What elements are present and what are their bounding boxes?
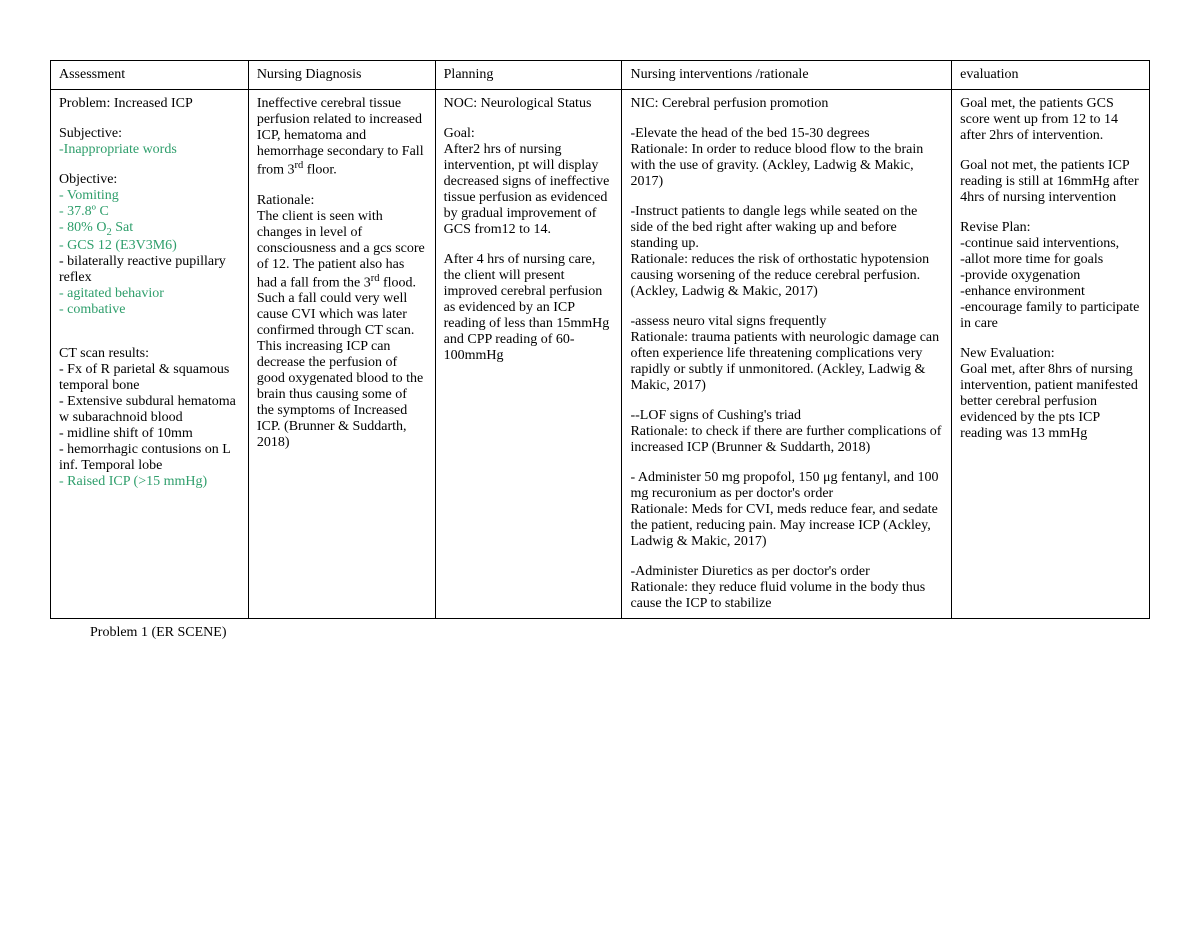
cell-assessment: Problem: Increased ICP Subjective: -Inap… (51, 90, 249, 619)
rat-suffix: flood. Such a fall could very well cause… (257, 275, 423, 450)
obj-o2-prefix: - 80% O (59, 220, 106, 235)
revise-label: Revise Plan: (960, 220, 1141, 236)
ct-2: - Extensive subdural hematoma w subarach… (59, 394, 240, 426)
cell-evaluation: Goal met, the patients GCS score went up… (952, 90, 1150, 619)
new-eval-body: Goal met, after 8hrs of nursing interven… (960, 362, 1141, 442)
table-header-row: Assessment Nursing Diagnosis Planning Nu… (51, 61, 1150, 90)
int-3: -assess neuro vital signs frequently (630, 314, 943, 330)
rat-5: Rationale: Meds for CVI, meds reduce fea… (630, 502, 943, 550)
rat-6: Rationale: they reduce fluid volume in t… (630, 580, 943, 612)
obj-vomiting: - Vomiting (59, 188, 240, 204)
ct-4: - hemorrhagic contusions on L inf. Tempo… (59, 442, 240, 474)
rp-4: -enhance environment (960, 284, 1141, 300)
eval-2: Goal not met, the patients ICP reading i… (960, 158, 1141, 206)
col-header-diagnosis: Nursing Diagnosis (248, 61, 435, 90)
eval-1: Goal met, the patients GCS score went up… (960, 96, 1141, 144)
diag-sup: rd (295, 160, 304, 171)
ct-5: - Raised ICP (>15 mmHg) (59, 474, 240, 490)
subjective-item: -Inappropriate words (59, 142, 240, 158)
int-6: -Administer Diuretics as per doctor's or… (630, 564, 943, 580)
rp-3: -provide oxygenation (960, 268, 1141, 284)
rp-5: -encourage family to participate in care (960, 300, 1141, 332)
diagnosis-statement: Ineffective cerebral tissue perfusion re… (257, 96, 427, 179)
objective-label: Objective: (59, 172, 240, 188)
int-5: - Administer 50 mg propofol, 150 μg fent… (630, 470, 943, 502)
table-row: Problem: Increased ICP Subjective: -Inap… (51, 90, 1150, 619)
rat-2: Rationale: reduces the risk of orthostat… (630, 252, 943, 300)
goal-1: After2 hrs of nursing intervention, pt w… (444, 142, 614, 238)
col-header-interventions: Nursing interventions /rationale (622, 61, 952, 90)
goal-label: Goal: (444, 126, 614, 142)
noc: NOC: Neurological Status (444, 96, 614, 112)
obj-agitated: - agitated behavior (59, 286, 240, 302)
rationale-label: Rationale: (257, 193, 427, 209)
caption: Problem 1 (ER SCENE) (90, 625, 1150, 641)
rationale-body: The client is seen with changes in level… (257, 209, 427, 452)
rp-1: -continue said interventions, (960, 236, 1141, 252)
obj-pupils: - bilaterally reactive pupillary reflex (59, 254, 240, 286)
int-1: -Elevate the head of the bed 15-30 degre… (630, 126, 943, 142)
ct-3: - midline shift of 10mm (59, 426, 240, 442)
col-header-planning: Planning (435, 61, 622, 90)
nic: NIC: Cerebral perfusion promotion (630, 96, 943, 112)
care-plan-table: Assessment Nursing Diagnosis Planning Nu… (50, 60, 1150, 619)
obj-temp: - 37.8º C (59, 204, 240, 220)
cell-planning: NOC: Neurological Status Goal: After2 hr… (435, 90, 622, 619)
cell-diagnosis: Ineffective cerebral tissue perfusion re… (248, 90, 435, 619)
rat-1: Rationale: In order to reduce blood flow… (630, 142, 943, 190)
obj-gcs: - GCS 12 (E3V3M6) (59, 238, 240, 254)
diag-suffix: floor. (303, 163, 336, 178)
goal-2: After 4 hrs of nursing care, the client … (444, 252, 614, 364)
diag-prefix: Ineffective cerebral tissue perfusion re… (257, 96, 424, 178)
rat-4: Rationale: to check if there are further… (630, 424, 943, 456)
problem-line: Problem: Increased ICP (59, 96, 240, 112)
obj-combative: - combative (59, 302, 240, 318)
obj-o2-suffix: Sat (112, 220, 133, 235)
rp-2: -allot more time for goals (960, 252, 1141, 268)
rat-3: Rationale: trauma patients with neurolog… (630, 330, 943, 394)
cell-interventions: NIC: Cerebral perfusion promotion -Eleva… (622, 90, 952, 619)
int-4: --LOF signs of Cushing's triad (630, 408, 943, 424)
new-eval-label: New Evaluation: (960, 346, 1141, 362)
col-header-evaluation: evaluation (952, 61, 1150, 90)
int-2: -Instruct patients to dangle legs while … (630, 204, 943, 252)
ct-label: CT scan results: (59, 346, 240, 362)
obj-o2: - 80% O2 Sat (59, 220, 240, 238)
subjective-label: Subjective: (59, 126, 240, 142)
col-header-assessment: Assessment (51, 61, 249, 90)
ct-1: - Fx of R parietal & squamous temporal b… (59, 362, 240, 394)
